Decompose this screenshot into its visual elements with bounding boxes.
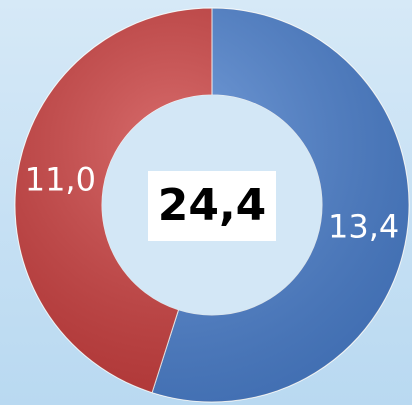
slice-label: 13,4 (328, 208, 399, 246)
center-box (148, 171, 276, 241)
center-total: 24,4 (158, 180, 267, 231)
slice-label: 11,0 (25, 160, 96, 198)
